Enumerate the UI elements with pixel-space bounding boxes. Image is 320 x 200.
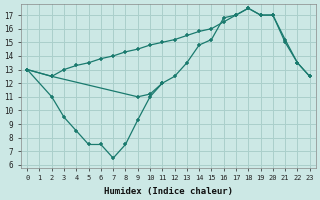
X-axis label: Humidex (Indice chaleur): Humidex (Indice chaleur) <box>104 187 233 196</box>
